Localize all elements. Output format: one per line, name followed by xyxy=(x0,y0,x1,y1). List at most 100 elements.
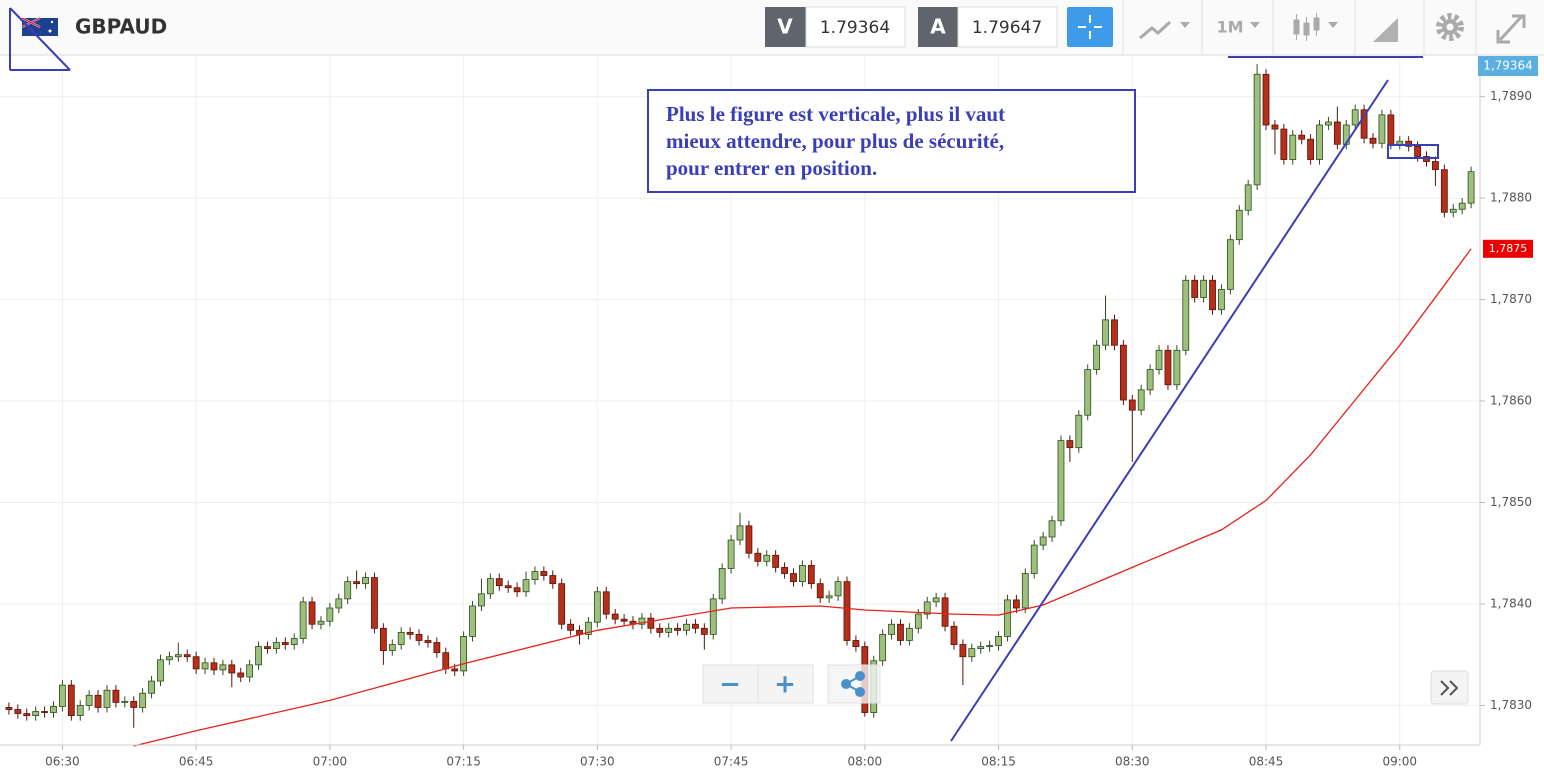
share-icon xyxy=(841,671,865,697)
candle-body xyxy=(611,613,619,620)
candle-body xyxy=(1012,599,1020,609)
candle-body xyxy=(1467,171,1475,204)
candle-style-button[interactable] xyxy=(1293,13,1338,41)
y-tick-label: 1,7860 xyxy=(1490,394,1532,408)
x-tick-label: 06:30 xyxy=(45,755,80,769)
zoom-out-label: − xyxy=(719,670,741,700)
candle-body xyxy=(148,680,155,694)
candle-body xyxy=(879,633,887,662)
candle-body xyxy=(986,645,994,647)
crosshair-button[interactable] xyxy=(1067,7,1113,47)
annotation-line: pour entrer en position. xyxy=(666,156,877,180)
candle-body xyxy=(790,573,797,583)
x-tick-label: 07:15 xyxy=(446,755,481,769)
timeframe[interactable]: 1M xyxy=(1216,18,1243,37)
candle-body xyxy=(593,591,601,623)
candle-body xyxy=(308,601,316,625)
candle-body xyxy=(558,583,566,625)
candle-body xyxy=(1235,209,1243,241)
candle-body xyxy=(174,654,182,658)
candle-body xyxy=(807,564,815,585)
chart-type-button[interactable] xyxy=(1139,20,1190,40)
candle-body xyxy=(692,623,699,629)
candle-body xyxy=(923,601,931,615)
candle-body xyxy=(112,689,120,703)
candle-body xyxy=(1048,520,1056,538)
candle-body xyxy=(941,597,949,627)
annotation-line: Plus le figure est verticale, plus il va… xyxy=(666,102,1005,126)
candle-body xyxy=(932,597,940,603)
y-tick-label: 1,7830 xyxy=(1490,698,1532,712)
candle-body xyxy=(139,692,147,708)
candle-body xyxy=(1021,573,1029,609)
x-tick-label: 08:45 xyxy=(1249,755,1284,769)
candle-body xyxy=(264,646,271,650)
candle-body xyxy=(397,631,405,645)
candle-body xyxy=(219,664,227,671)
candle-body xyxy=(1200,279,1208,298)
candle-body xyxy=(442,652,450,670)
candle-body xyxy=(602,591,610,615)
indicator-button[interactable] xyxy=(1373,18,1398,42)
crosshair-icon xyxy=(1078,15,1102,39)
candle-body xyxy=(1218,288,1225,311)
candle-body xyxy=(888,623,895,635)
candle-body xyxy=(103,689,111,708)
candle-body xyxy=(1396,140,1404,145)
candle-body xyxy=(1075,414,1083,449)
annotation-line: mieux attendre, pour plus de sécurité, xyxy=(666,129,1004,153)
candle-body xyxy=(317,620,325,625)
candle-body xyxy=(121,700,129,703)
candle-body xyxy=(85,694,93,706)
candle-body xyxy=(157,659,164,682)
fullscreen-button[interactable] xyxy=(1496,14,1526,44)
candle-body xyxy=(1146,369,1154,391)
ask-button[interactable] xyxy=(918,7,958,47)
candle-body xyxy=(272,642,280,650)
candle-body xyxy=(1458,202,1466,210)
bid-price: 1.79364 xyxy=(820,18,890,38)
candle-body xyxy=(1449,208,1457,213)
candle-body xyxy=(460,636,468,672)
candle-body xyxy=(977,646,985,650)
candle-body xyxy=(1360,109,1368,139)
candle-body xyxy=(50,706,57,713)
toolbar: GBPAUD V 1.79364 A 1.79647 1M xyxy=(0,0,1544,56)
candle-body xyxy=(656,627,664,633)
candle-body xyxy=(1084,369,1092,416)
x-tick-label: 07:45 xyxy=(714,755,749,769)
ma-price-label: 1,7875 xyxy=(1489,242,1528,255)
candle-body xyxy=(816,583,824,599)
flag xyxy=(21,17,58,36)
candle-body xyxy=(647,617,655,629)
share-button[interactable] xyxy=(827,664,881,704)
candle-body xyxy=(549,575,557,585)
candle-body xyxy=(1128,399,1136,411)
candle-body xyxy=(41,711,48,713)
candle-body xyxy=(1387,114,1395,145)
candle-body xyxy=(469,605,476,637)
drawings xyxy=(9,7,1439,742)
ask-price: 1.79647 xyxy=(972,18,1042,38)
candle-body xyxy=(513,587,521,593)
scroll-end-button[interactable] xyxy=(1430,670,1469,705)
candle-body xyxy=(1289,134,1297,160)
candle-body xyxy=(585,621,592,635)
candle-body xyxy=(1325,121,1332,126)
candle-body xyxy=(540,571,548,576)
candle-body xyxy=(183,654,191,658)
candle-body xyxy=(1182,279,1190,351)
moving-average xyxy=(133,248,1472,747)
candle-body xyxy=(1369,137,1377,144)
candle-body xyxy=(763,554,771,562)
candle-body xyxy=(1351,109,1359,126)
candle-body xyxy=(388,644,396,652)
bid-button[interactable] xyxy=(765,7,806,47)
candle-body xyxy=(1226,239,1234,290)
candle-body xyxy=(1378,114,1386,144)
candle-body xyxy=(709,598,717,635)
zoom-in-button[interactable] xyxy=(757,664,814,704)
settings-button[interactable] xyxy=(1436,13,1464,41)
candle-body xyxy=(1253,73,1261,186)
